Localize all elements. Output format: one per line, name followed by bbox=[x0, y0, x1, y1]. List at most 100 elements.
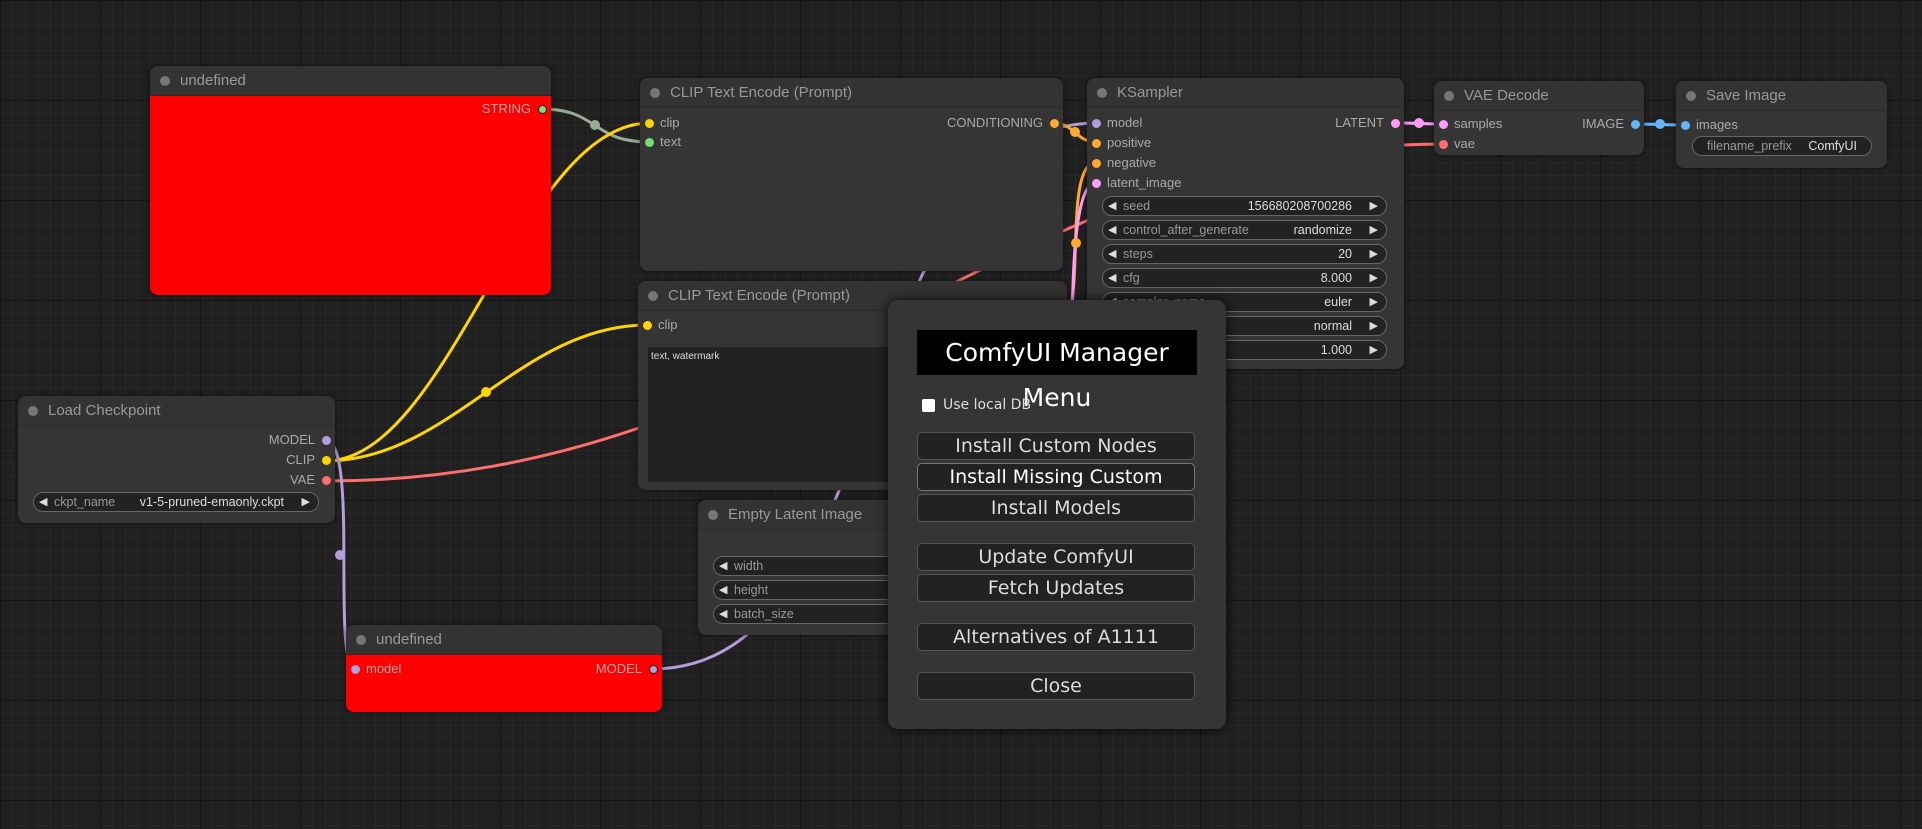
slot-dot[interactable] bbox=[1439, 140, 1448, 149]
widget-label: steps bbox=[1123, 247, 1153, 261]
output-clip[interactable]: CLIP bbox=[286, 450, 335, 470]
slot-dot[interactable] bbox=[1092, 179, 1101, 188]
node-undefined-top[interactable]: undefined STRING bbox=[150, 66, 551, 295]
slot-dot[interactable] bbox=[1439, 120, 1448, 129]
input-vae[interactable]: vae bbox=[1434, 134, 1475, 154]
slot-dot[interactable] bbox=[1092, 139, 1101, 148]
widget-value: ComfyUI bbox=[1808, 139, 1857, 153]
ksampler-widget-control-after-generate[interactable]: ◀ control_after_generate randomize ▶ bbox=[1102, 220, 1387, 240]
install-custom-nodes-button[interactable]: Install Custom Nodes bbox=[917, 432, 1195, 460]
input-images[interactable]: images bbox=[1676, 115, 1738, 135]
filename-prefix-widget[interactable]: filename_prefix ComfyUI bbox=[1692, 136, 1872, 156]
slot-dot[interactable] bbox=[538, 105, 547, 114]
arrow-left-icon[interactable]: ◀ bbox=[719, 560, 728, 572]
input-clip[interactable]: clip bbox=[640, 113, 680, 133]
input-negative[interactable]: negative bbox=[1087, 153, 1156, 173]
arrow-left-icon[interactable]: ◀ bbox=[1108, 224, 1117, 236]
widget-value: 1.000 bbox=[1320, 343, 1352, 357]
arrow-right-icon[interactable]: ▶ bbox=[301, 496, 310, 508]
output-model[interactable]: MODEL bbox=[596, 659, 662, 679]
close-button[interactable]: Close bbox=[917, 672, 1195, 700]
alternatives-a1111-button[interactable]: Alternatives of A1111 bbox=[917, 623, 1195, 651]
slot-dot[interactable] bbox=[645, 119, 654, 128]
slot-dot[interactable] bbox=[322, 456, 331, 465]
input-text[interactable]: text bbox=[640, 132, 681, 152]
node-title[interactable]: Save Image bbox=[1676, 81, 1887, 111]
slot-dot[interactable] bbox=[643, 321, 652, 330]
use-local-db-checkbox[interactable]: Use local DB bbox=[922, 397, 1031, 413]
output-vae[interactable]: VAE bbox=[290, 470, 335, 490]
arrow-left-icon[interactable]: ◀ bbox=[1108, 200, 1117, 212]
arrow-left-icon[interactable]: ◀ bbox=[1108, 272, 1117, 284]
node-vae-decode[interactable]: VAE Decode samples vae IMAGE bbox=[1434, 81, 1644, 155]
slot-label: MODEL bbox=[595, 661, 642, 676]
arrow-right-icon[interactable]: ▶ bbox=[1369, 296, 1378, 308]
install-missing-custom-nodes-button[interactable]: Install Missing Custom Nodes bbox=[917, 463, 1195, 514]
output-latent[interactable]: LATENT bbox=[1335, 113, 1404, 133]
input-latent-image[interactable]: latent_image bbox=[1087, 173, 1181, 193]
slot-dot[interactable] bbox=[645, 138, 654, 147]
ksampler-widget-cfg[interactable]: ◀ cfg 8.000 ▶ bbox=[1102, 268, 1387, 288]
slot-dot[interactable] bbox=[1092, 159, 1101, 168]
output-image[interactable]: IMAGE bbox=[1582, 114, 1644, 134]
node-clip-text-encode-1[interactable]: CLIP Text Encode (Prompt) clip text COND… bbox=[640, 78, 1063, 271]
ksampler-widget-steps[interactable]: ◀ steps 20 ▶ bbox=[1102, 244, 1387, 264]
install-models-button[interactable]: Install Models bbox=[917, 494, 1195, 522]
widget-value: 8.000 bbox=[1320, 271, 1352, 285]
node-load-checkpoint[interactable]: Load Checkpoint MODEL CLIP VAE ◀ ckpt_nam… bbox=[18, 396, 335, 523]
widget-label: cfg bbox=[1123, 271, 1140, 285]
input-model[interactable]: model bbox=[346, 659, 401, 679]
error-body bbox=[150, 96, 551, 295]
checkbox-label: Use local DB bbox=[943, 397, 1032, 413]
slot-dot[interactable] bbox=[322, 436, 331, 445]
node-title[interactable]: Load Checkpoint bbox=[18, 396, 335, 426]
slot-label: negative bbox=[1107, 155, 1157, 170]
arrow-right-icon[interactable]: ▶ bbox=[1369, 200, 1378, 212]
ksampler-widget-seed[interactable]: ◀ seed 156680208700286 ▶ bbox=[1102, 196, 1387, 216]
output-model[interactable]: MODEL bbox=[269, 430, 335, 450]
slot-label: model bbox=[1107, 115, 1143, 130]
slot-dot[interactable] bbox=[1631, 120, 1640, 129]
node-title[interactable]: CLIP Text Encode (Prompt) bbox=[638, 281, 1067, 311]
arrow-right-icon[interactable]: ▶ bbox=[1369, 320, 1378, 332]
slot-label: clip bbox=[658, 317, 678, 332]
widget-value: randomize bbox=[1293, 223, 1352, 237]
node-title[interactable]: undefined bbox=[346, 625, 662, 655]
slot-label: samples bbox=[1454, 116, 1503, 131]
output-string[interactable]: STRING bbox=[482, 99, 551, 119]
arrow-left-icon[interactable]: ◀ bbox=[719, 608, 728, 620]
slot-dot[interactable] bbox=[1681, 121, 1690, 130]
input-model[interactable]: model bbox=[1087, 113, 1142, 133]
slot-dot[interactable] bbox=[1092, 119, 1101, 128]
input-samples[interactable]: samples bbox=[1434, 114, 1502, 134]
ckpt-name-widget[interactable]: ◀ ckpt_name v1-5-pruned-emaonly.ckpt ▶ bbox=[33, 492, 319, 512]
node-undefined-bottom[interactable]: undefined model MODEL bbox=[346, 625, 662, 712]
input-clip[interactable]: clip bbox=[638, 315, 678, 335]
arrow-left-icon[interactable]: ◀ bbox=[1108, 248, 1117, 260]
widget-label: control_after_generate bbox=[1123, 223, 1249, 237]
slot-dot[interactable] bbox=[322, 476, 331, 485]
comfyui-manager-menu: ComfyUI Manager Menu Use local DB Instal… bbox=[888, 300, 1226, 729]
arrow-right-icon[interactable]: ▶ bbox=[1369, 248, 1378, 260]
slot-dot[interactable] bbox=[351, 665, 360, 674]
input-positive[interactable]: positive bbox=[1087, 133, 1151, 153]
arrow-right-icon[interactable]: ▶ bbox=[1369, 224, 1378, 236]
output-conditioning[interactable]: CONDITIONING bbox=[947, 113, 1063, 133]
slot-dot[interactable] bbox=[649, 665, 658, 674]
slot-label: STRING bbox=[481, 101, 531, 116]
arrow-left-icon[interactable]: ◀ bbox=[719, 584, 728, 596]
arrow-left-icon[interactable]: ◀ bbox=[39, 496, 48, 508]
node-title[interactable]: undefined bbox=[150, 66, 551, 96]
node-title[interactable]: KSampler bbox=[1087, 78, 1404, 108]
update-comfyui-button[interactable]: Update ComfyUI bbox=[917, 543, 1195, 571]
checkbox-icon[interactable] bbox=[922, 398, 935, 412]
node-title[interactable]: CLIP Text Encode (Prompt) bbox=[640, 78, 1063, 108]
slot-dot[interactable] bbox=[1391, 119, 1400, 128]
arrow-right-icon[interactable]: ▶ bbox=[1369, 344, 1378, 356]
slot-dot[interactable] bbox=[1050, 119, 1059, 128]
slot-label: positive bbox=[1107, 135, 1152, 150]
fetch-updates-button[interactable]: Fetch Updates bbox=[917, 574, 1195, 602]
arrow-right-icon[interactable]: ▶ bbox=[1369, 272, 1378, 284]
node-title[interactable]: VAE Decode bbox=[1434, 81, 1644, 111]
node-save-image[interactable]: Save Image images filename_prefix ComfyUI bbox=[1676, 81, 1887, 168]
